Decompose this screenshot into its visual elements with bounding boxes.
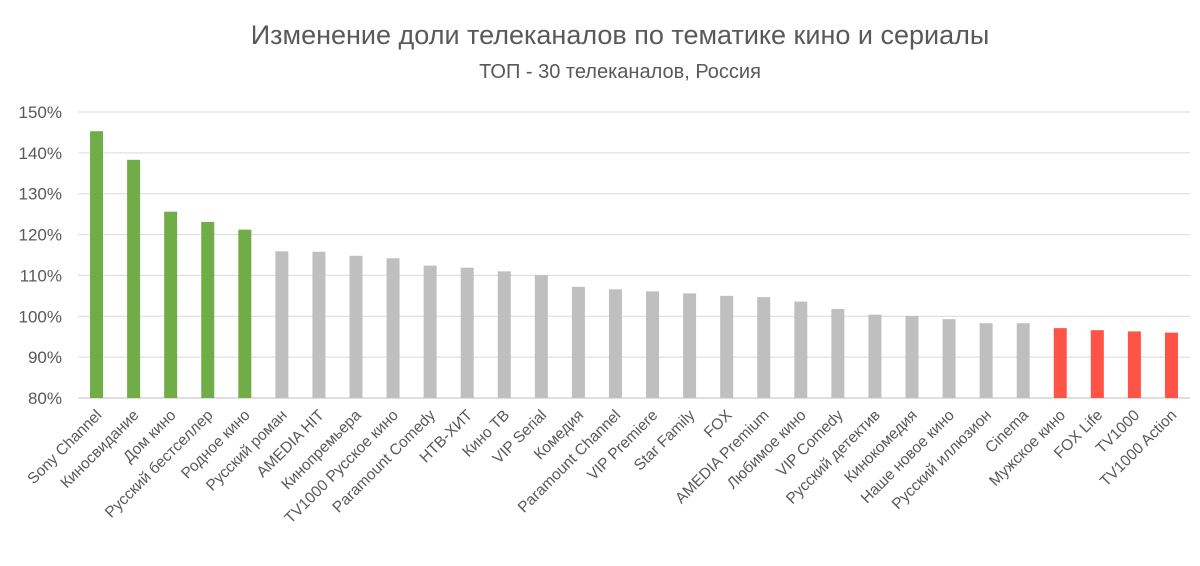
y-tick-label: 130% [19,185,62,204]
y-tick-label: 140% [19,144,62,163]
bar [1127,331,1141,398]
bar [571,286,585,398]
bar [1016,323,1030,398]
bar [534,275,548,398]
bar [646,291,660,398]
bar [905,315,919,398]
bar [238,229,252,398]
bar [608,289,622,398]
bar [386,258,400,398]
bar [349,255,363,398]
bar [794,301,808,398]
bar [720,295,734,398]
bar [275,251,289,398]
bars [90,131,1178,398]
bar [683,293,697,398]
bar [201,221,215,398]
bar [757,297,771,398]
chart-subtitle: ТОП - 30 телеканалов, Россия [479,61,761,83]
chart-title: Изменение доли телеканалов по тематике к… [250,20,990,50]
bar [1053,328,1067,398]
bar [1090,330,1104,398]
bar [831,308,845,398]
y-tick-label: 100% [19,307,62,326]
y-axis-ticks: 80% 90% 100% 110% 120% 130% 140% 150% [19,103,62,408]
bar [460,267,474,398]
y-tick-label: 110% [20,266,62,285]
y-tick-label: 150% [19,103,62,122]
bar [127,159,141,398]
bar [164,211,178,398]
y-tick-label: 120% [19,226,62,245]
bar [979,323,993,398]
bar [868,314,882,398]
y-tick-label: 90% [28,348,62,367]
bar [497,271,511,398]
bar [1164,332,1178,398]
y-tick-label: 80% [28,389,62,408]
bar [312,251,326,398]
gridlines [78,111,1190,399]
bar [942,319,956,398]
bar [423,265,437,398]
bar [90,131,104,398]
